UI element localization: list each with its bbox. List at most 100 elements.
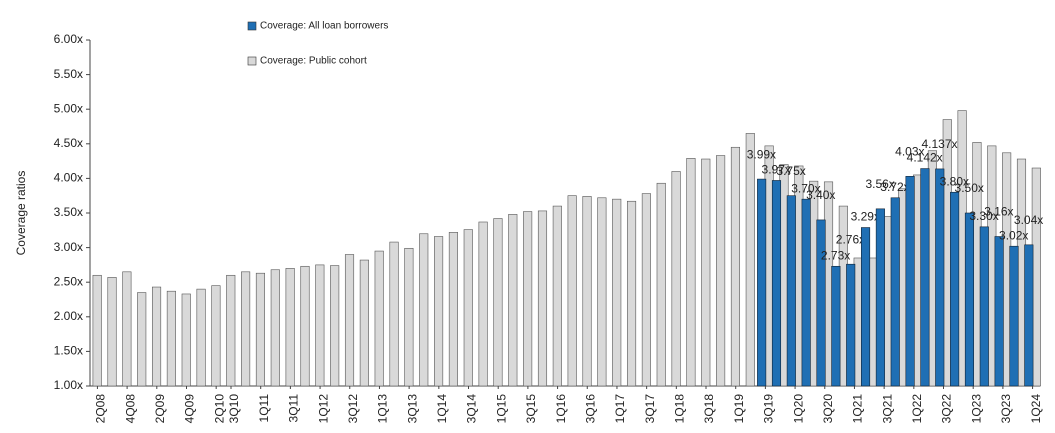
x-tick-label: 2Q09 [153,394,167,424]
x-tick-label: 3Q18 [702,394,716,424]
bar [196,288,206,387]
bar [508,214,518,387]
bar [701,158,711,387]
bar [478,221,488,387]
x-tick-label: 3Q10 [227,394,241,424]
y-tick-label: 3.00x [54,240,83,254]
x-tick-label: 3Q20 [821,394,835,424]
bar [671,171,681,387]
bar [151,286,162,387]
legend-label: Coverage: Public cohort [260,56,367,67]
x-tick-label: 3Q16 [583,394,597,424]
bar [656,182,666,387]
x-tick-label: 1Q15 [494,394,508,424]
x-tick-label: 1Q21 [851,394,865,424]
x-tick-label: 1Q22 [910,394,924,424]
x-tick-label: 1Q23 [969,394,983,424]
bar [552,205,562,387]
bar [137,292,147,387]
bar [686,158,696,387]
x-tick-label: 3Q17 [643,394,657,424]
bar [122,271,132,387]
data-label: 4.137x [922,137,958,151]
x-tick-label: 4Q09 [183,394,197,424]
data-label: 2.76x [836,232,865,246]
data-label: 3.80x [940,174,969,188]
data-label: 3.29x [851,210,880,224]
data-label: 3.02x [999,228,1028,242]
bar [226,274,236,387]
bar [935,168,945,387]
data-label: 3.50x [955,181,984,195]
x-tick-label: 4Q08 [123,394,137,424]
y-tick-label: 4.00x [54,171,83,185]
x-tick-label: 1Q17 [613,394,627,424]
x-tick-label: 1Q19 [732,394,746,424]
x-tick-label: 1Q11 [257,394,271,423]
bar [626,200,637,387]
bar [434,236,444,387]
data-label: 3.99x [747,147,776,161]
bar [920,168,930,387]
legend-swatch [247,56,257,66]
bar [860,227,871,387]
bar [419,233,429,387]
bar [979,226,989,387]
bar [493,218,503,387]
bar [745,133,755,387]
x-tick-label: 1Q14 [435,394,449,424]
bar [404,247,414,387]
x-tick-label: 1Q16 [554,394,568,424]
bar [582,196,592,387]
data-label: 4.142x [907,151,943,165]
bar [181,293,191,387]
y-tick-label: 1.50x [54,344,83,358]
bar [875,208,885,387]
x-tick-label: 1Q20 [791,394,805,424]
bar [831,265,841,387]
x-tick-label: 3Q21 [880,394,894,424]
bar [567,195,577,387]
bar [107,277,117,387]
x-tick-label: 3Q23 [999,394,1013,424]
x-tick-label: 1Q18 [673,394,687,424]
bar [523,211,533,387]
bar [330,265,340,387]
data-label: 3.30x [969,209,998,223]
y-tick-label: 2.50x [54,274,83,288]
bar [757,178,767,387]
bar [537,210,548,387]
x-tick-label: 2Q08 [94,394,108,424]
bar [389,241,399,387]
bar [905,176,915,387]
data-label: 3.40x [806,188,835,202]
bar [612,198,622,387]
bar [255,272,266,387]
y-axis-label: Coverage ratios [14,171,28,256]
x-tick-label: 2Q10 [212,394,226,424]
bar [816,219,826,387]
bar [716,155,726,387]
bar [315,264,325,387]
data-label: 2.73x [821,248,850,262]
data-label: 3.72x [880,180,909,194]
x-tick-label: 3Q19 [762,394,776,424]
y-tick-label: 5.50x [54,67,83,81]
bar [344,254,355,387]
bar [786,195,796,387]
x-tick-label: 3Q22 [940,394,954,424]
bar [448,232,458,387]
bar [890,197,900,387]
bar [1009,245,1019,387]
y-tick-label: 3.50x [54,205,83,219]
bar [241,271,251,387]
y-tick-label: 5.00x [54,101,83,115]
x-tick-label: 3Q11 [287,394,301,423]
bar [771,180,782,387]
bar [285,268,295,387]
bar [994,236,1004,387]
data-label: 3.97x [762,163,791,177]
y-tick-label: 1.00x [54,378,83,392]
bar [374,250,384,387]
